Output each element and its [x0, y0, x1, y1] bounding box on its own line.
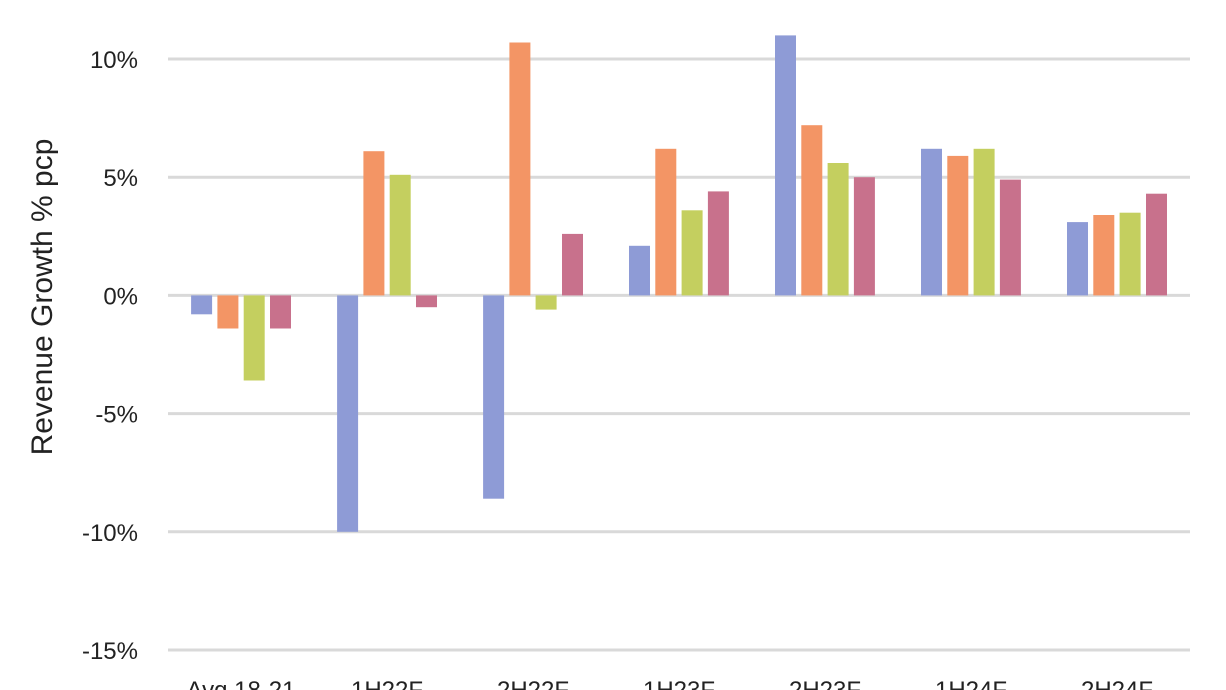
x-category-label: 1H22F: [351, 677, 423, 690]
bar: [191, 295, 213, 315]
x-category-label: 1H24F: [935, 677, 1007, 690]
bar: [562, 233, 583, 296]
x-category-label: Avg 18-21: [187, 677, 296, 690]
bar: [363, 151, 385, 296]
bar: [827, 163, 849, 296]
bar: [483, 295, 505, 499]
bar: [1146, 193, 1167, 296]
bar: [243, 295, 265, 381]
bar: [416, 295, 437, 308]
x-category-label: 2H23F: [789, 677, 861, 690]
y-tick-label: 0%: [103, 283, 138, 310]
bars: [191, 35, 1167, 532]
bar: [535, 295, 557, 310]
y-axis-tick-labels: 10% 5% 0% -5% -10% -15%: [82, 47, 138, 665]
bar: [655, 148, 677, 296]
x-axis-category-labels: Avg 18-21 1H22F 2H22F 1H23F 2H23F 1H24F 2H24F: [187, 677, 1154, 690]
y-tick-label: -5%: [95, 402, 138, 429]
bar: [973, 148, 995, 296]
bar: [629, 245, 650, 296]
bar: [270, 295, 291, 329]
bar: [337, 295, 359, 532]
bar: [1119, 212, 1141, 296]
y-tick-label: -10%: [82, 520, 138, 547]
bar: [921, 148, 942, 296]
y-axis-title: Revenue Growth % pcp: [26, 139, 59, 456]
x-category-label: 2H24F: [1081, 677, 1153, 690]
x-category-label: 2H22F: [497, 677, 569, 690]
bar: [999, 179, 1021, 296]
bar: [217, 295, 239, 329]
x-category-label: 1H23F: [643, 677, 715, 690]
bar: [775, 35, 796, 296]
bar: [389, 174, 411, 296]
gridlines: [168, 57, 1190, 652]
y-tick-label: -15%: [82, 638, 138, 665]
bar: [1067, 222, 1088, 296]
bar: [853, 177, 875, 296]
bar: [947, 155, 969, 296]
bar: [801, 125, 823, 296]
bar: [707, 191, 729, 296]
bar: [1093, 215, 1115, 296]
bar: [509, 42, 531, 296]
y-tick-label: 10%: [90, 47, 138, 74]
y-tick-label: 5%: [103, 165, 138, 192]
bar: [681, 210, 703, 296]
